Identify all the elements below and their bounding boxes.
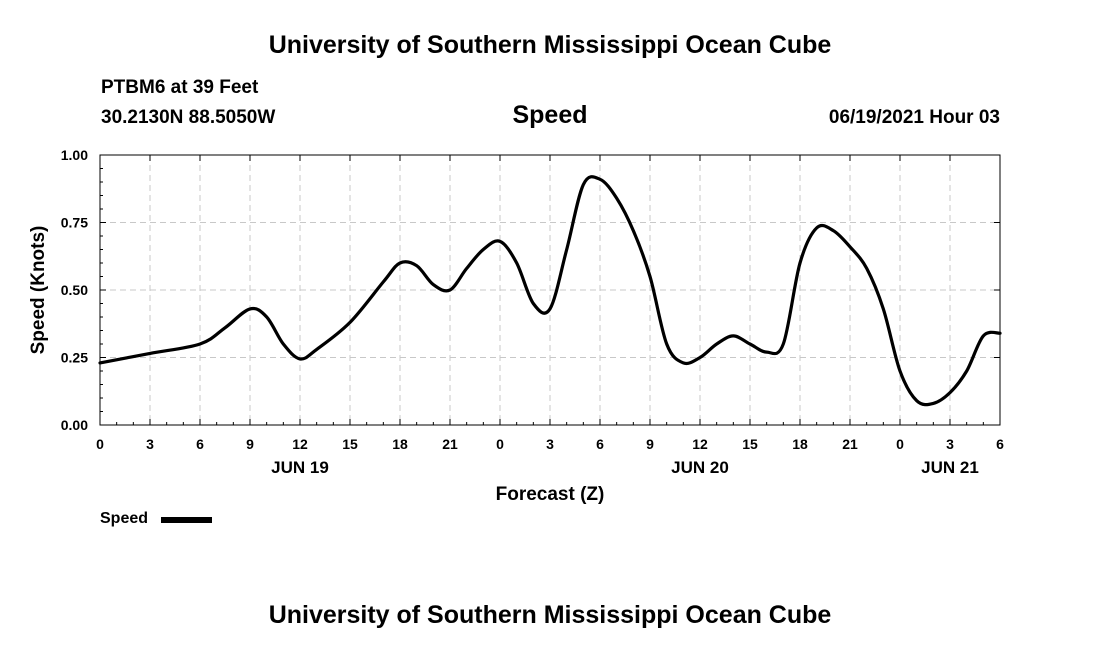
- date-label: JUN 21: [921, 458, 979, 477]
- x-tick-label: 12: [292, 436, 308, 452]
- x-tick-label: 12: [692, 436, 708, 452]
- datetime-label: 06/19/2021 Hour 03: [828, 107, 1000, 128]
- x-tick-label: 3: [546, 436, 554, 452]
- x-tick-label: 15: [342, 436, 358, 452]
- top-title: University of Southern Mississippi Ocean…: [268, 31, 832, 59]
- date-label: JUN 20: [671, 458, 729, 477]
- x-axis-label: Forecast (Z): [496, 484, 605, 505]
- y-tick-label: 1.00: [61, 147, 88, 163]
- x-tick-label: 6: [596, 436, 604, 452]
- x-tick-label: 0: [96, 436, 104, 452]
- x-tick-label: 6: [196, 436, 204, 452]
- chart-title: Speed: [512, 101, 588, 129]
- speed-series-line: [98, 175, 1002, 407]
- x-tick-label: 6: [996, 436, 1004, 452]
- legend-label: Speed: [100, 510, 149, 527]
- x-tick-label: 9: [246, 436, 254, 452]
- bottom-title: University of Southern Mississippi Ocean…: [268, 601, 832, 629]
- axis-labels: 0 3 6 9 12 15 18 21 0 3 6 9 12 15 18 21 0 3 6 0.00 0.25 0.50 0…: [28, 147, 1004, 505]
- y-tick-label: 0.50: [61, 282, 88, 298]
- coordinates-label: 30.2130N 88.5050W: [101, 107, 276, 128]
- grid-lines: [100, 155, 1000, 425]
- y-tick-label: 0.75: [61, 215, 88, 231]
- station-label: PTBM6 at 39 Feet: [101, 77, 259, 98]
- x-tick-label: 9: [646, 436, 654, 452]
- y-tick-label: 0.00: [61, 417, 88, 433]
- y-axis-label: Speed (Knots): [28, 226, 49, 355]
- x-tick-label: 21: [842, 436, 858, 452]
- x-tick-label: 0: [896, 436, 904, 452]
- x-tick-label: 18: [392, 436, 408, 452]
- legend-line-swatch: [161, 517, 212, 523]
- x-tick-label: 3: [946, 436, 954, 452]
- x-tick-label: 21: [442, 436, 458, 452]
- plot-frame: [99, 154, 1001, 426]
- y-tick-label: 0.25: [61, 350, 88, 366]
- x-tick-label: 15: [742, 436, 758, 452]
- x-tick-label: 18: [792, 436, 808, 452]
- date-label: JUN 19: [271, 458, 329, 477]
- x-tick-label: 0: [496, 436, 504, 452]
- x-tick-label: 3: [146, 436, 154, 452]
